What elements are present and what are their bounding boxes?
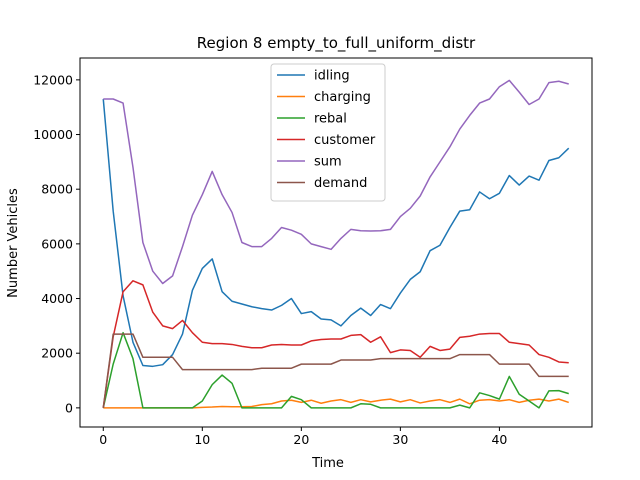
legend-label-idling: idling [314, 69, 350, 84]
y-axis-label: Number Vehicles [6, 188, 21, 298]
y-tick-label: 4000 [41, 291, 73, 306]
y-tick-label: 10000 [33, 127, 73, 142]
y-tick-label: 0 [65, 400, 73, 415]
y-tick-label: 8000 [41, 182, 73, 197]
y-tick-label: 12000 [33, 72, 73, 87]
x-axis: 0 10 20 30 40 [99, 427, 507, 447]
legend-label-customer: customer [314, 133, 376, 148]
series-line-customer [102, 280, 569, 408]
x-axis-label: Time [311, 456, 344, 471]
legend-label-rebal: rebal [314, 112, 347, 127]
y-axis: 0 2000 4000 6000 8000 10000 12000 [33, 72, 80, 415]
series-layer [102, 79, 570, 409]
chart-title: Region 8 empty_to_full_uniform_distr [197, 34, 476, 53]
plot-frame [79, 57, 593, 428]
x-tick-label: 20 [293, 432, 309, 447]
legend-box [270, 63, 386, 202]
series-line-demand [102, 333, 569, 408]
legend-label-charging: charging [314, 90, 371, 105]
x-tick-label: 30 [392, 432, 408, 447]
y-tick-label: 6000 [41, 236, 73, 251]
x-tick-label: 0 [99, 432, 107, 447]
series-line-rebal [102, 331, 569, 409]
legend-label-demand: demand [314, 176, 367, 191]
legend-label-sum: sum [314, 155, 342, 170]
x-tick-label: 10 [194, 432, 210, 447]
series-line-sum [103, 79, 569, 285]
x-tick-label: 40 [491, 432, 507, 447]
y-tick-label: 2000 [41, 346, 73, 361]
series-line-idling [102, 98, 570, 368]
legend: idling charging rebal customer sum demand [270, 63, 386, 202]
